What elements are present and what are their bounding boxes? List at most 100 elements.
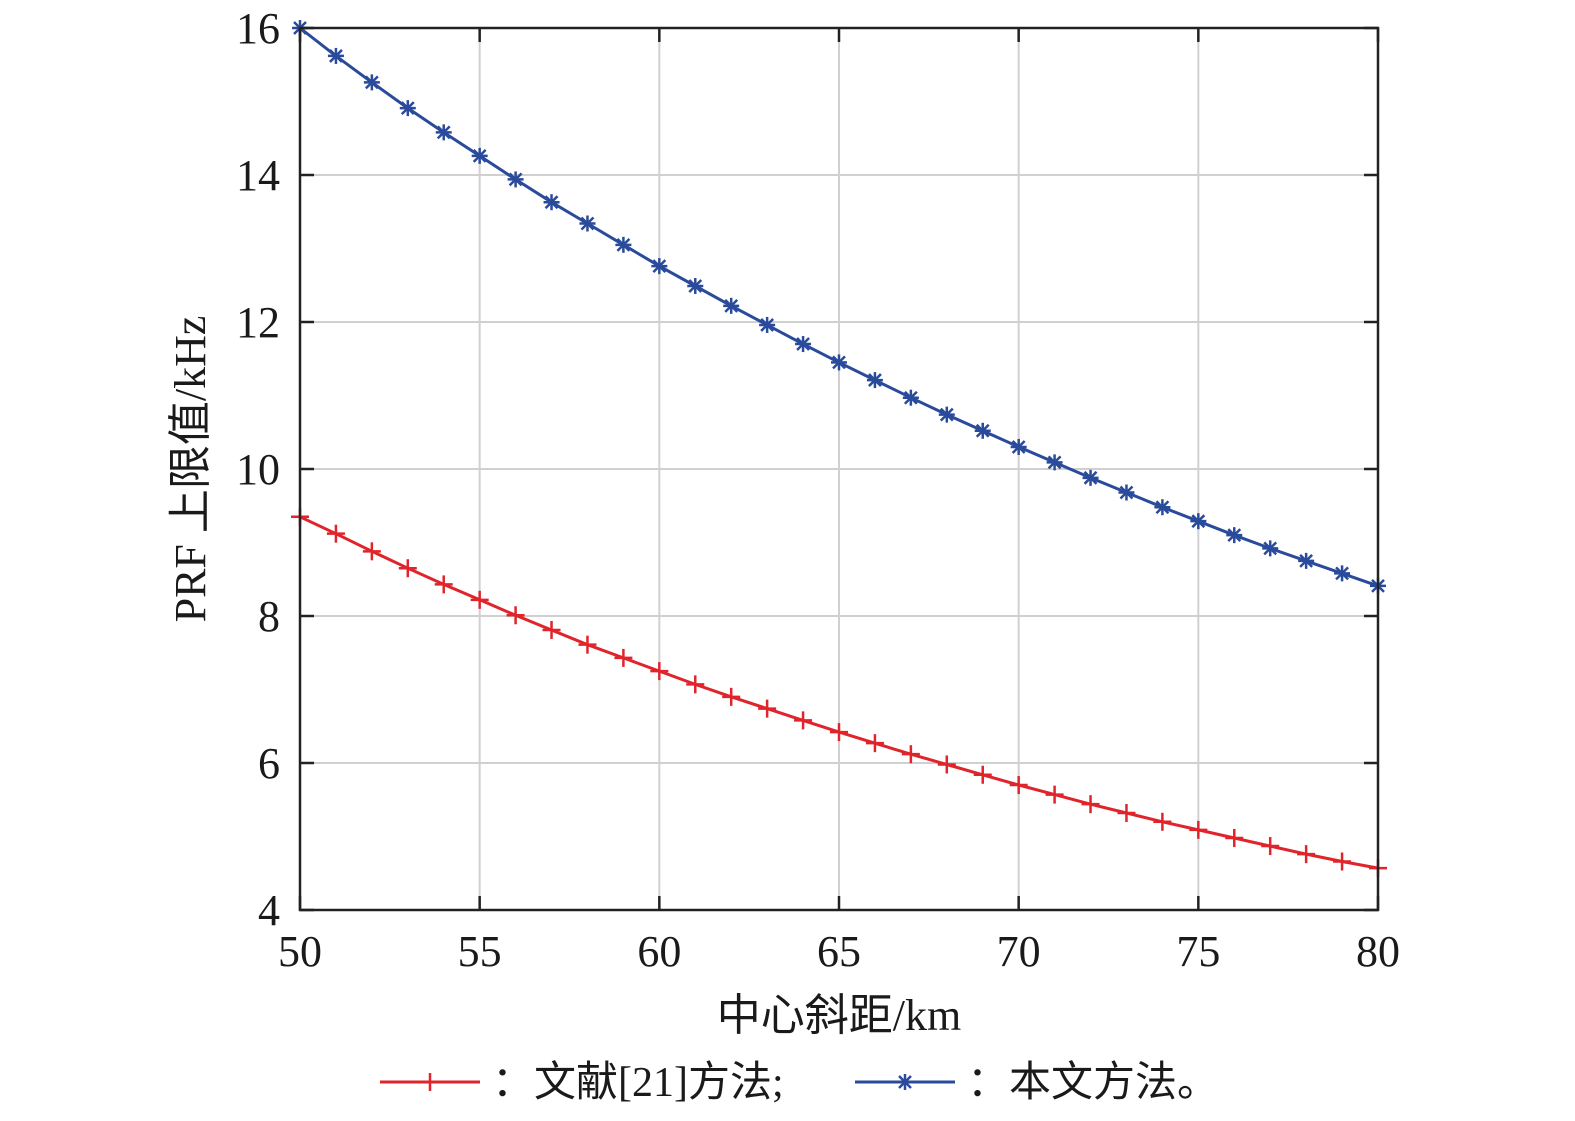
data-point [615,236,632,253]
legend-label: ：本文方法。 [967,1059,1219,1106]
data-point [687,277,704,294]
data-point [435,124,452,141]
y-tick-label: 6 [258,739,280,788]
data-point [363,74,380,91]
data-point [865,734,884,753]
data-point [1298,552,1315,569]
legend-item-2: ：本文方法。 [855,1059,1219,1106]
data-point [651,258,668,275]
data-point [327,47,344,64]
asterisk-marker-d2 [688,279,703,293]
data-point [830,723,848,742]
asterisk-marker-d2 [796,337,810,351]
y-tick-label: 12 [236,298,280,347]
data-point [938,406,955,423]
data-point [542,620,561,639]
asterisk-marker-d2 [832,355,846,370]
y-tick-label: 16 [236,4,280,53]
asterisk-marker-d2 [1227,528,1242,543]
data-point [1297,845,1316,864]
data-point [1225,828,1244,847]
data-point [434,575,453,594]
asterisk-marker-d2 [652,259,667,274]
data-point [543,194,560,211]
asterisk-marker-d2 [1083,470,1098,485]
asterisk-marker-d2 [1263,541,1278,556]
asterisk-marker-d2 [508,172,523,187]
asterisk-marker-d2 [364,75,379,90]
x-tick-label: 70 [997,927,1041,976]
ticks [298,26,1380,912]
data-point [937,755,956,774]
data-point [1117,803,1136,822]
data-point [831,354,847,371]
data-point [579,215,596,232]
data-point [795,336,812,353]
data-point [326,524,345,543]
data-point [398,559,417,578]
asterisk-marker-d2 [1047,455,1062,470]
data-point [578,635,597,654]
data-point [1118,484,1135,501]
data-point [507,171,524,188]
data-point [1334,565,1351,582]
data-point [974,422,991,439]
y-tick-label: 8 [258,592,280,641]
asterisk-marker-d2 [436,125,451,140]
data-point [794,711,813,730]
asterisk-marker-d2 [868,373,882,387]
data-point [973,765,992,784]
data-point [1046,454,1063,471]
y-tick-label: 14 [236,151,280,200]
asterisk-marker-d2 [903,390,918,405]
data-point [722,687,741,706]
data-point [614,648,633,667]
data-point [362,542,381,561]
asterisk-marker-d2 [1335,566,1349,581]
data-point [1226,527,1243,544]
asterisk-marker-d2 [975,423,990,438]
asterisk-marker-d2 [939,407,954,422]
data-point [1261,837,1280,856]
data-point [901,745,920,764]
legend-item-1: ：文献[21]方法; [380,1059,784,1106]
x-tick-label: 80 [1356,927,1400,976]
data-point [1189,820,1208,839]
y-axis-label: PRF 上限值/kHz [166,316,215,623]
asterisk-marker-d2 [616,237,631,252]
data-point [759,316,776,333]
data-point [1333,852,1352,871]
legend: ：文献[21]方法; ：本文方法。 [380,1059,1219,1106]
data-point [1262,540,1279,557]
asterisk-marker-d2 [472,149,487,163]
data-point [1190,513,1207,530]
x-axis-label: 中心斜距/km [717,991,961,1040]
data-point [686,675,705,694]
asterisk-marker-d2 [898,1075,912,1089]
data-point [1010,438,1027,455]
y-tick-label: 4 [258,886,280,935]
asterisk-marker-d2 [580,216,595,231]
asterisk-marker-d2 [1155,500,1170,515]
data-point [506,606,525,625]
asterisk-marker-d2 [1011,440,1026,454]
data-point [758,699,777,718]
data-point [723,297,740,314]
data-point [1045,785,1064,804]
data-point [1153,812,1172,831]
asterisk-marker-d2 [724,298,739,313]
data-point [1081,795,1100,814]
asterisk-marker-d2 [544,195,559,210]
asterisk-marker-d2 [329,49,343,63]
series-1 [291,507,1387,878]
x-tick-label: 60 [637,927,681,976]
data-point [470,590,489,609]
asterisk-marker-d2 [1119,485,1134,500]
data-point [399,100,416,117]
data-point [866,372,883,389]
x-tick-label: 50 [278,927,322,976]
x-tick-label: 75 [1176,927,1220,976]
series-2 [292,20,1386,594]
asterisk-marker-d2 [760,318,775,332]
